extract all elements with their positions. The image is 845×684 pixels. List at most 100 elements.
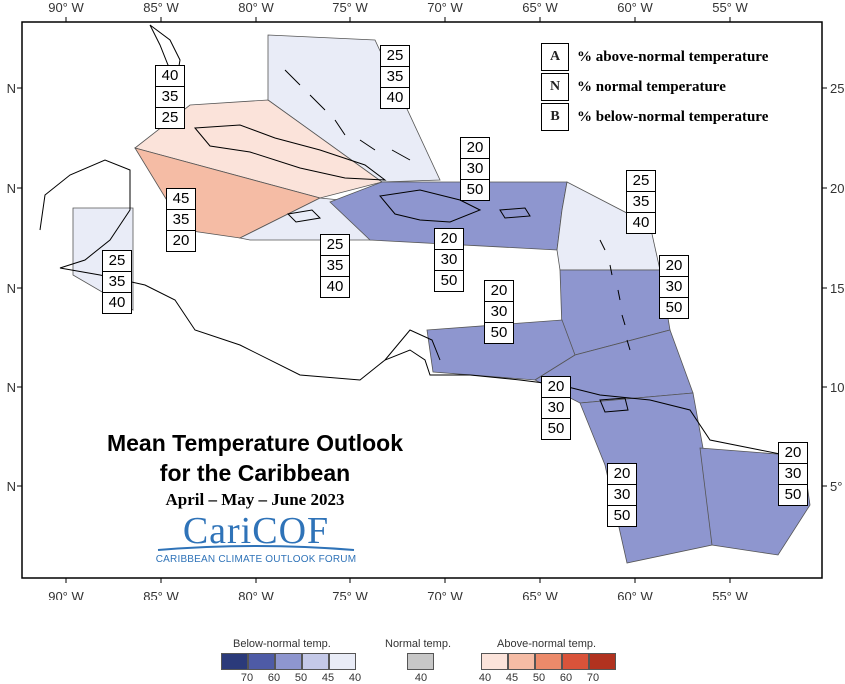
above-normal-swatch <box>562 653 589 670</box>
above-normal-tick: 45 <box>505 672 519 684</box>
key-text-above: % above-normal temperature <box>577 48 769 65</box>
below-normal-swatch <box>329 653 356 670</box>
lon-tick-label-bottom: 75° W <box>332 589 368 600</box>
key-row-above: A % above-normal temperature <box>541 42 803 72</box>
probability-box-western-caribbean-sea: 45 35 20 <box>166 188 196 252</box>
normal-percent: 35 <box>103 272 131 293</box>
above-normal-percent: 45 <box>167 189 195 210</box>
above-normal-percent: 20 <box>485 281 513 302</box>
above-normal-percent: 25 <box>103 251 131 272</box>
probability-box-northern-leeward-islands: 25 35 40 <box>626 170 656 234</box>
map-title-line2: for the Caribbean <box>159 460 351 486</box>
lon-tick-label-bottom: 65° W <box>522 589 558 600</box>
below-normal-percent: 25 <box>161 109 179 126</box>
lon-tick-label-top: 60° W <box>617 0 653 15</box>
lat-ticks-left: N N N N N <box>7 81 22 494</box>
below-normal-percent: 50 <box>613 507 631 524</box>
key-text-normal: % normal temperature <box>577 78 726 95</box>
below-normal-percent: 20 <box>172 232 190 249</box>
colorbar-normal-title: Normal temp. <box>385 638 452 650</box>
map-title-line1: Mean Temperature Outlook <box>106 430 404 456</box>
above-normal-percent: 25 <box>321 235 349 256</box>
below-normal-swatch <box>302 653 329 670</box>
region-trinidad <box>534 329 694 404</box>
normal-percent: 35 <box>627 192 655 213</box>
above-normal-percent: 20 <box>461 138 489 159</box>
below-normal-percent: 50 <box>547 420 565 437</box>
region-bahamas <box>267 34 441 183</box>
above-normal-percent: 40 <box>156 66 184 87</box>
above-normal-percent: 20 <box>435 229 463 250</box>
probability-box-hispaniola-north: 20 30 50 <box>460 137 490 201</box>
above-normal-tick: 50 <box>532 672 546 684</box>
normal-percent: 30 <box>461 159 489 180</box>
normal-percent: 30 <box>542 398 570 419</box>
normal-percent: 35 <box>167 210 195 231</box>
below-normal-percent: 50 <box>466 181 484 198</box>
key-text-below: % below-normal temperature <box>577 108 769 125</box>
below-normal-swatch <box>221 653 248 670</box>
above-normal-swatch <box>481 653 508 670</box>
below-normal-percent: 40 <box>108 294 126 311</box>
normal-tick: 40 <box>414 672 428 684</box>
below-normal-swatch <box>248 653 275 670</box>
lon-tick-label-top: 90° W <box>48 0 84 15</box>
colorbar-below-title: Below-normal temp. <box>233 638 331 650</box>
above-normal-tick: 40 <box>478 672 492 684</box>
normal-percent: 30 <box>485 302 513 323</box>
below-normal-percent: 40 <box>632 214 650 231</box>
lon-tick-label-bottom: 60° W <box>617 589 653 600</box>
lon-tick-label-top: 65° W <box>522 0 558 15</box>
color-scale-legend: Below-normal temp. Normal temp. Above-no… <box>0 638 845 684</box>
probability-box-french-guiana-suriname: 20 30 50 <box>778 442 808 506</box>
below-normal-percent: 40 <box>326 278 344 295</box>
normal-percent: 35 <box>321 256 349 277</box>
probability-box-windward-islands: 20 30 50 <box>659 255 689 319</box>
probability-box-trinidad: 20 30 50 <box>541 376 571 440</box>
region-cuba <box>134 99 383 199</box>
logo-swoosh-icon <box>157 545 355 551</box>
probability-key: A % above-normal temperature N % normal … <box>541 42 803 132</box>
below-normal-tick: 50 <box>294 672 308 684</box>
lon-ticks-bottom: 90° W 85° W 80° W 75° W 70° W 65° W 60° W 55° W <box>48 578 748 604</box>
below-normal-percent: 50 <box>665 299 683 316</box>
normal-percent: 30 <box>435 250 463 271</box>
above-normal-percent: 20 <box>660 256 688 277</box>
key-row-below: B % below-normal temperature <box>541 102 803 132</box>
key-letter-below: B <box>541 103 569 131</box>
lat-tick-label-left: N <box>7 281 16 296</box>
lat-tick-label-left: N <box>7 380 16 395</box>
outlook-regions <box>72 34 811 564</box>
lon-ticks-top: 90° W 85° W 80° W 75° W 70° W 65° W 60° W 55° W <box>48 0 748 22</box>
lat-tick-label-left: N <box>7 81 16 96</box>
above-normal-swatch <box>508 653 535 670</box>
lon-tick-label-bottom: 70° W <box>427 589 463 600</box>
lat-tick-label-right: 20 <box>830 181 844 196</box>
lon-tick-label-top: 75° W <box>332 0 368 15</box>
probability-box-belize: 25 35 40 <box>102 250 132 314</box>
key-row-normal: N % normal temperature <box>541 72 803 102</box>
lon-tick-label-top: 55° W <box>712 0 748 15</box>
probability-box-jamaica-south: 25 35 40 <box>320 234 350 298</box>
above-normal-percent: 25 <box>627 171 655 192</box>
lon-tick-label-top: 80° W <box>238 0 274 15</box>
above-normal-percent: 20 <box>779 443 807 464</box>
below-normal-percent: 50 <box>490 324 508 341</box>
probability-box-guyana: 20 30 50 <box>607 463 637 527</box>
lon-tick-label-bottom: 90° W <box>48 589 84 600</box>
lon-tick-label-top: 70° W <box>427 0 463 15</box>
lon-tick-label-bottom: 85° W <box>143 589 179 600</box>
caricof-logo: CariCOF CARIBBEAN CLIMATE OUTLOOK FORUM <box>150 512 362 565</box>
probability-box-cuba-jamaica-north: 40 35 25 <box>155 65 185 129</box>
probability-box-bahamas: 25 35 40 <box>380 45 410 109</box>
forecast-period: April – May – June 2023 <box>165 490 345 509</box>
colorbar-above-title: Above-normal temp. <box>497 638 597 650</box>
above-normal-percent: 20 <box>608 464 636 485</box>
logo-wordmark: CariCOF <box>182 510 330 552</box>
below-normal-tick: 70 <box>240 672 254 684</box>
lon-tick-label-bottom: 55° W <box>712 589 748 600</box>
normal-percent: 35 <box>381 67 409 88</box>
logo-tagline: CARIBBEAN CLIMATE OUTLOOK FORUM <box>155 554 357 565</box>
normal-percent: 35 <box>156 87 184 108</box>
lat-tick-label-right: 5° N <box>830 479 845 494</box>
